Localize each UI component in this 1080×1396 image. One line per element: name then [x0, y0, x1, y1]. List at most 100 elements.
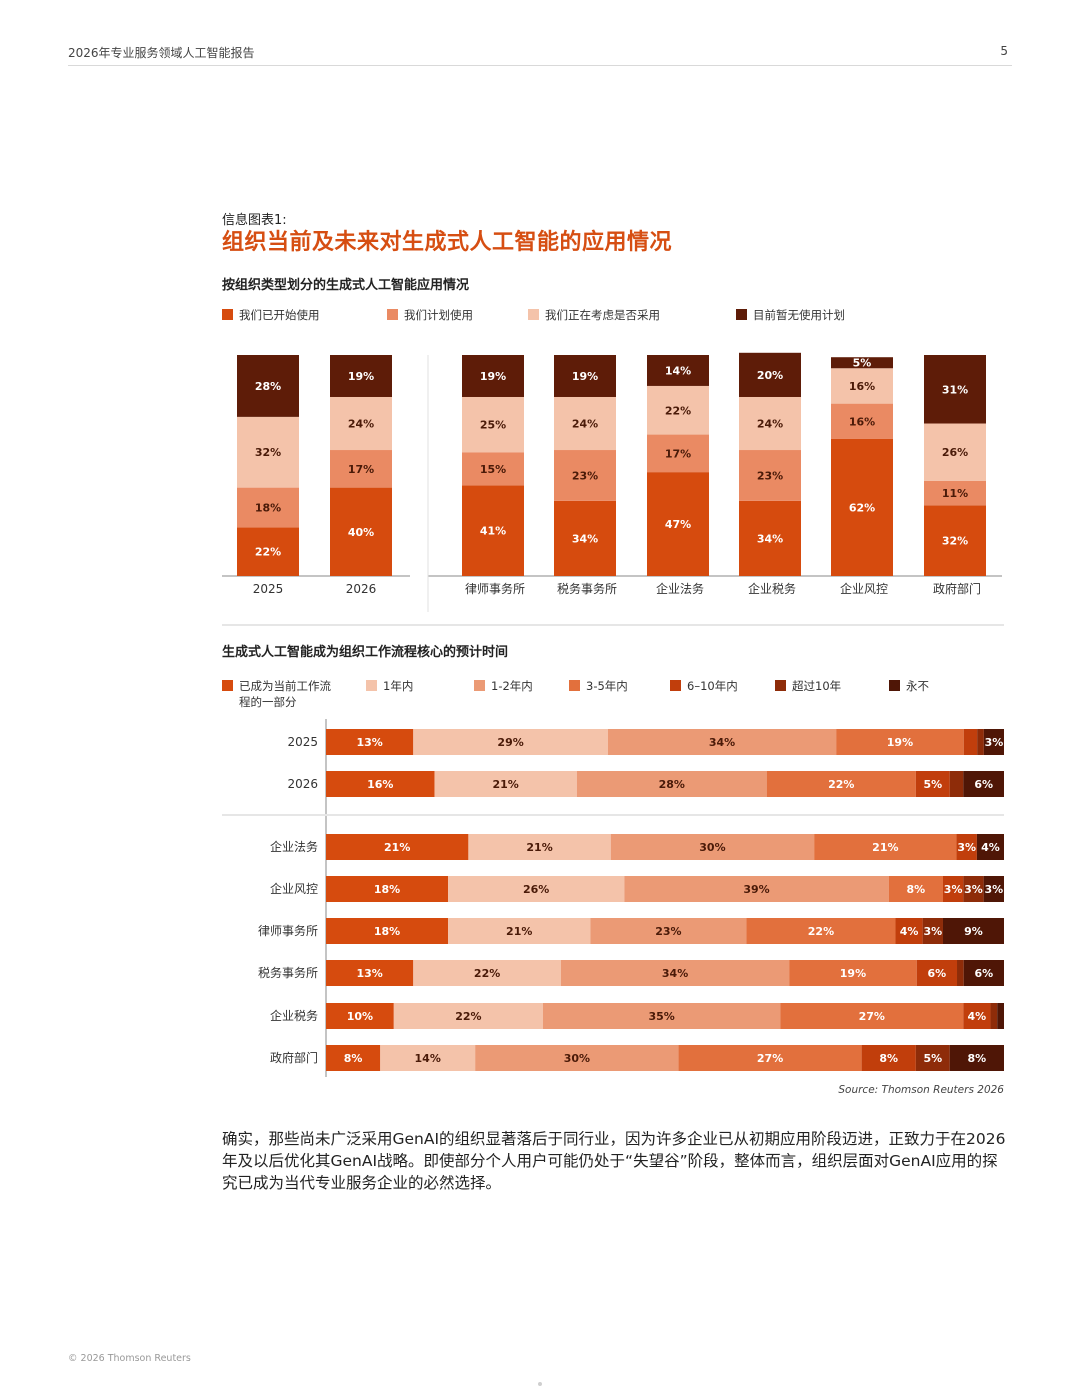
bar-segment: [624, 876, 889, 902]
bar-segment: [326, 1003, 394, 1029]
data-label: 30%: [699, 841, 725, 854]
bar-segment: [237, 355, 299, 417]
data-label: 13%: [356, 967, 382, 980]
chart2-horizontal-stacked-bars: 13% 29% 34% 19% 3% 2025 16% 21% 28% 22% 5% 6% 2026 21…: [222, 719, 1004, 1077]
data-label: 3%: [944, 883, 963, 896]
bar-segment: [380, 1045, 476, 1071]
bar-segment: [924, 505, 986, 576]
data-label: 30%: [564, 1052, 590, 1065]
bar-segment: [924, 423, 986, 481]
bar-segment: [413, 960, 561, 986]
category-label: 企业风控: [840, 581, 888, 596]
figure-title: 组织当前及未来对生成式人工智能的应用情况: [222, 230, 673, 255]
category-label: 律师事务所: [258, 923, 318, 938]
bar-segment: [462, 396, 524, 453]
bar-segment: [990, 1003, 998, 1029]
data-label: 22%: [665, 404, 691, 417]
bar-segment: [237, 527, 299, 576]
data-label: 6%: [974, 778, 993, 791]
data-label: 21%: [384, 841, 410, 854]
data-label: 3%: [923, 925, 942, 938]
legend-swatch: [736, 309, 747, 320]
data-label: 19%: [887, 736, 913, 749]
bar-segment: [607, 729, 837, 755]
bar-segment: [554, 500, 616, 576]
data-label: 22%: [455, 1010, 481, 1023]
data-label: 34%: [572, 532, 598, 545]
section-divider: [222, 624, 1004, 626]
legend-item: 1-2年内: [474, 678, 533, 694]
bar-segment: [326, 729, 414, 755]
data-label: 6%: [975, 967, 994, 980]
bar-segment: [924, 480, 986, 506]
data-label: 20%: [757, 369, 783, 382]
category-label: 2026: [346, 582, 377, 596]
bar-segment: [326, 834, 469, 860]
bar-segment: [590, 918, 747, 944]
data-label: 4%: [968, 1010, 987, 1023]
category-label: 律师事务所: [465, 581, 525, 596]
data-label: 16%: [367, 778, 393, 791]
data-label: 32%: [255, 446, 281, 459]
bar-segment: [330, 450, 392, 488]
legend-swatch: [670, 680, 681, 691]
data-label: 16%: [849, 380, 875, 393]
body-paragraph: 确实，那些尚未广泛采用GenAI的组织显著落后于同行业，因为许多企业已从初期应用…: [222, 1130, 1006, 1192]
data-label: 6%: [928, 967, 947, 980]
bar-segment: [983, 876, 1004, 902]
data-label: 8%: [907, 883, 926, 896]
data-label: 5%: [853, 357, 872, 370]
data-label: 40%: [348, 526, 374, 539]
bar-segment: [963, 1003, 991, 1029]
bar-segment: [831, 403, 893, 439]
category-label: 企业税务: [748, 581, 796, 596]
data-label: 11%: [942, 487, 968, 500]
data-label: 21%: [506, 925, 532, 938]
bar-segment: [462, 452, 524, 486]
bar-segment: [647, 434, 709, 473]
category-label: 政府部门: [270, 1050, 318, 1065]
data-label: 9%: [964, 925, 983, 938]
bar-segment: [895, 918, 923, 944]
figure-label: 信息图表1:: [222, 213, 287, 228]
data-label: 23%: [757, 469, 783, 482]
bar-segment: [330, 396, 392, 451]
legend-label: 已成为当前工作流程的一部分: [239, 679, 331, 709]
data-label: 23%: [572, 469, 598, 482]
data-label: 16%: [849, 415, 875, 428]
bar-segment: [814, 834, 957, 860]
data-label: 24%: [757, 418, 783, 431]
data-label: 8%: [879, 1052, 898, 1065]
bar-segment: [831, 357, 893, 369]
bar-segment: [949, 771, 964, 797]
bar-segment: [330, 355, 392, 397]
legend-swatch: [366, 680, 377, 691]
bar-segment: [780, 1003, 964, 1029]
chart2-legend: 已成为当前工作流程的一部分 1年内 1-2年内 3-5年内 6–10年内 超过10年 永不: [222, 678, 1012, 709]
data-label: 17%: [348, 463, 374, 476]
data-label: 26%: [523, 883, 549, 896]
legend-label: 6–10年内: [687, 679, 738, 693]
bar-segment: [647, 355, 709, 386]
legend-item: 6–10年内: [670, 678, 738, 694]
legend-swatch: [889, 680, 900, 691]
bar-segment: [554, 355, 616, 397]
data-label: 28%: [255, 380, 281, 393]
data-label: 21%: [872, 841, 898, 854]
bar-segment: [916, 960, 958, 986]
data-label: 47%: [665, 518, 691, 531]
legend-item: 1年内: [366, 678, 413, 694]
legend-item: 我们计划使用: [387, 307, 473, 323]
bar-segment: [610, 834, 815, 860]
bar-segment: [448, 876, 625, 902]
data-label: 8%: [968, 1052, 987, 1065]
bar-segment: [560, 960, 790, 986]
bar-segment: [956, 834, 977, 860]
page-number: 5: [1000, 44, 1008, 58]
legend-item: 超过10年: [775, 678, 841, 694]
data-label: 10%: [347, 1010, 373, 1023]
legend-item: 我们正在考虑是否采用: [528, 307, 660, 323]
data-label: 3%: [964, 883, 983, 896]
data-label: 31%: [942, 383, 968, 396]
bar-segment: [888, 876, 943, 902]
